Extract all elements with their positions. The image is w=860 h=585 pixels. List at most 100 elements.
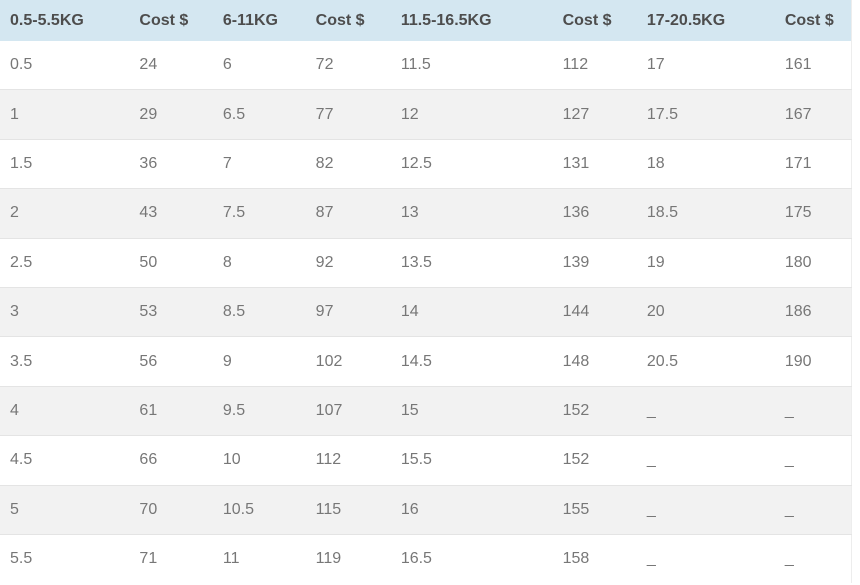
table-cell: 12 bbox=[390, 89, 553, 140]
column-header: Cost $ bbox=[129, 0, 213, 41]
table-cell: 10 bbox=[212, 435, 306, 486]
table-cell: 136 bbox=[552, 188, 637, 239]
table-cell: 139 bbox=[552, 237, 637, 288]
table-cell: 112 bbox=[305, 435, 391, 486]
table-cell: 0.5 bbox=[0, 41, 130, 90]
table-row: 4.5 66 10 112 15.5 152 _ _ bbox=[0, 435, 852, 486]
table-cell: _ bbox=[774, 385, 852, 436]
table-cell: 167 bbox=[774, 89, 852, 140]
table-cell: 20.5 bbox=[636, 336, 775, 387]
table-cell: 43 bbox=[129, 188, 213, 239]
table-cell: 186 bbox=[774, 286, 852, 337]
table-cell: 2.5 bbox=[0, 237, 130, 288]
table-cell: 131 bbox=[552, 138, 637, 189]
table-cell: 158 bbox=[552, 533, 637, 584]
table-cell: _ bbox=[774, 533, 852, 584]
table-cell: 8 bbox=[212, 237, 306, 288]
table-row: 1.5 36 7 82 12.5 131 18 171 bbox=[0, 138, 852, 189]
table-cell: 53 bbox=[129, 286, 213, 337]
table-cell: 82 bbox=[305, 138, 391, 189]
table-cell: 11.5 bbox=[390, 41, 553, 90]
table-cell: 152 bbox=[552, 385, 637, 436]
table-cell: 19 bbox=[636, 237, 775, 288]
table-cell: 50 bbox=[129, 237, 213, 288]
table-row: 4 61 9.5 107 15 152 _ _ bbox=[0, 385, 852, 436]
table-cell: 11 bbox=[212, 533, 306, 584]
table-row: 0.5 24 6 72 11.5 112 17 161 bbox=[0, 41, 852, 90]
table-cell: 6.5 bbox=[212, 89, 306, 140]
table-cell: _ bbox=[774, 484, 852, 535]
table-cell: 15.5 bbox=[390, 435, 553, 486]
table-cell: 148 bbox=[552, 336, 637, 387]
table-cell: 10.5 bbox=[212, 484, 306, 535]
column-header: 6-11KG bbox=[212, 0, 306, 41]
table-cell: 7.5 bbox=[212, 188, 306, 239]
table-cell: 9 bbox=[212, 336, 306, 387]
table-cell: 97 bbox=[305, 286, 391, 337]
table-cell: 70 bbox=[129, 484, 213, 535]
table-row: 2 43 7.5 87 13 136 18.5 175 bbox=[0, 188, 852, 239]
table-cell: 7 bbox=[212, 138, 306, 189]
table-row: 5.5 71 11 119 16.5 158 _ _ bbox=[0, 533, 852, 584]
table-cell: 18 bbox=[636, 138, 775, 189]
table-cell: 77 bbox=[305, 89, 391, 140]
table-cell: 3.5 bbox=[0, 336, 130, 387]
table-cell: 13.5 bbox=[390, 237, 553, 288]
table-cell: 17 bbox=[636, 41, 775, 90]
table-cell: _ bbox=[636, 435, 775, 486]
column-header: 0.5-5.5KG bbox=[0, 0, 130, 41]
table-cell: 6 bbox=[212, 41, 306, 90]
table-row: 1 29 6.5 77 12 127 17.5 167 bbox=[0, 89, 852, 140]
table-cell: 61 bbox=[129, 385, 213, 436]
table-row: 3.5 56 9 102 14.5 148 20.5 190 bbox=[0, 336, 852, 387]
table-cell: 13 bbox=[390, 188, 553, 239]
table-cell: 92 bbox=[305, 237, 391, 288]
table-cell: 115 bbox=[305, 484, 391, 535]
table-cell: 36 bbox=[129, 138, 213, 189]
table-cell: 5 bbox=[0, 484, 130, 535]
table-body: 0.5 24 6 72 11.5 112 17 161 1 29 6.5 77 12 127 17.5 167… bbox=[0, 41, 852, 584]
table-cell: 119 bbox=[305, 533, 391, 584]
table-cell: 18.5 bbox=[636, 188, 775, 239]
table-cell: 15 bbox=[390, 385, 553, 436]
table-cell: _ bbox=[774, 435, 852, 486]
table-cell: 17.5 bbox=[636, 89, 775, 140]
table-cell: 2 bbox=[0, 188, 130, 239]
column-header: Cost $ bbox=[552, 0, 637, 41]
table-cell: 87 bbox=[305, 188, 391, 239]
table-cell: 71 bbox=[129, 533, 213, 584]
column-header: Cost $ bbox=[305, 0, 391, 41]
table-row: 2.5 50 8 92 13.5 139 19 180 bbox=[0, 237, 852, 288]
table-cell: 175 bbox=[774, 188, 852, 239]
column-header: 17-20.5KG bbox=[636, 0, 775, 41]
table-cell: 144 bbox=[552, 286, 637, 337]
table-cell: 16 bbox=[390, 484, 553, 535]
table-cell: 102 bbox=[305, 336, 391, 387]
table-cell: 180 bbox=[774, 237, 852, 288]
table-cell: 3 bbox=[0, 286, 130, 337]
table-row: 5 70 10.5 115 16 155 _ _ bbox=[0, 484, 852, 535]
table-cell: 14 bbox=[390, 286, 553, 337]
table-cell: 1 bbox=[0, 89, 130, 140]
table-cell: 1.5 bbox=[0, 138, 130, 189]
table-cell: 107 bbox=[305, 385, 391, 436]
table-cell: 66 bbox=[129, 435, 213, 486]
table-cell: 72 bbox=[305, 41, 391, 90]
table-cell: 29 bbox=[129, 89, 213, 140]
column-header: Cost $ bbox=[774, 0, 852, 41]
column-header: 11.5-16.5KG bbox=[390, 0, 553, 41]
table-cell: 112 bbox=[552, 41, 637, 90]
table-cell: 12.5 bbox=[390, 138, 553, 189]
table-cell: 4 bbox=[0, 385, 130, 436]
table-cell: 16.5 bbox=[390, 533, 553, 584]
table-cell: 5.5 bbox=[0, 533, 130, 584]
table-cell: 190 bbox=[774, 336, 852, 387]
table-header: 0.5-5.5KG Cost $6-11KG Cost $11.5-16.5KG Co… bbox=[0, 0, 852, 41]
table-cell: _ bbox=[636, 484, 775, 535]
table-cell: 127 bbox=[552, 89, 637, 140]
table-cell: _ bbox=[636, 385, 775, 436]
header-row: 0.5-5.5KG Cost $6-11KG Cost $11.5-16.5KG Co… bbox=[0, 0, 852, 41]
table-cell: 14.5 bbox=[390, 336, 553, 387]
